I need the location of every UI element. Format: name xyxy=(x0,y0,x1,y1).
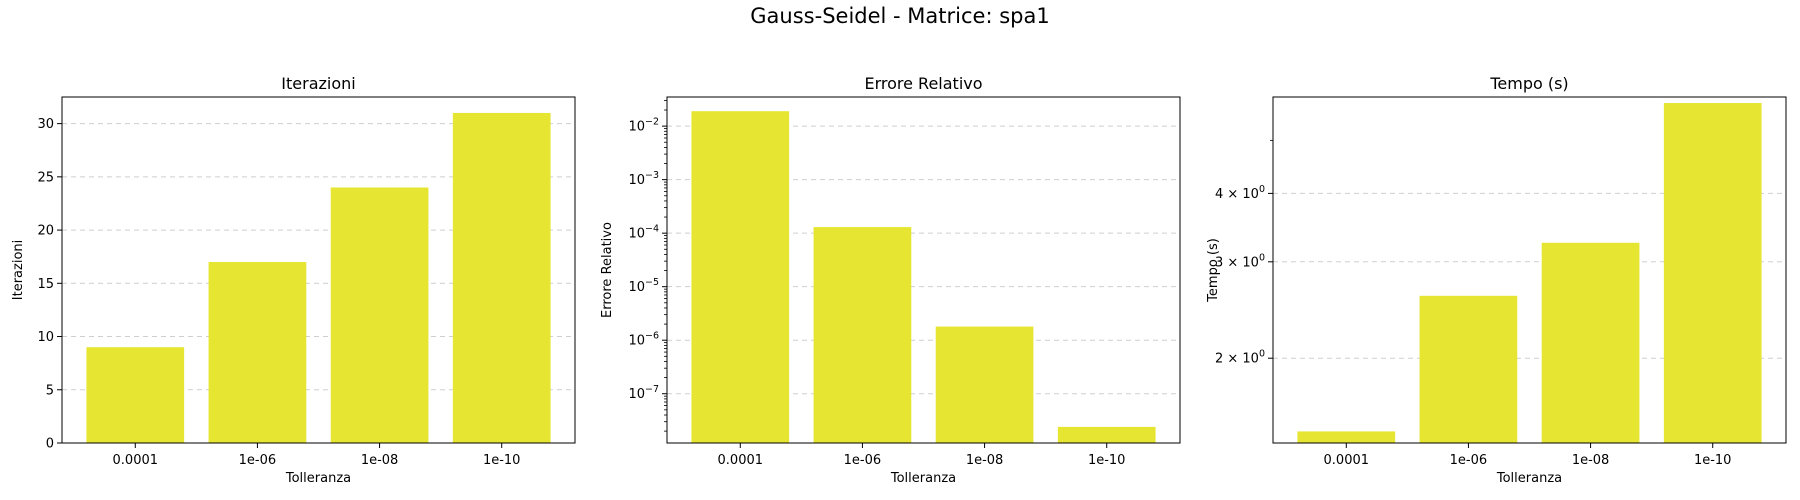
x-tick-label: 1e-08 xyxy=(966,453,1004,468)
y-axis-label: Iterazioni xyxy=(11,240,26,300)
figure-title: Gauss-Seidel - Matrice: spa1 xyxy=(750,4,1050,28)
y-tick-label: 10−4 xyxy=(628,224,659,242)
axes-frame xyxy=(666,96,1181,444)
y-tick-label: 4 × 100 xyxy=(1215,184,1265,202)
bar-1e-06 xyxy=(208,262,307,443)
x-tick-label: 1e-08 xyxy=(1572,453,1610,468)
subplot-title: Iterazioni xyxy=(281,74,355,93)
bar-1e-06 xyxy=(813,227,912,443)
y-tick-label: 10−2 xyxy=(628,117,659,135)
bar-1e-10 xyxy=(1663,103,1762,443)
x-tick-label: 1e-08 xyxy=(361,453,399,468)
x-tick-label: 0.0001 xyxy=(718,453,764,468)
y-tick-label: 10−6 xyxy=(628,331,659,349)
bar-0.0001 xyxy=(691,111,790,444)
axes-frame xyxy=(1272,96,1787,444)
bar-0.0001 xyxy=(86,347,185,443)
y-tick-label: 15 xyxy=(37,277,54,292)
x-axis-label: Tolleranza xyxy=(1496,471,1562,486)
x-tick-label: 1e-10 xyxy=(1694,453,1732,468)
bar-1e-08 xyxy=(330,187,429,443)
x-tick-label: 0.0001 xyxy=(113,453,159,468)
subplot-2: 10−7 10−6 10−5 10−4 10−3 10−2 0.0001 1e-06 1e-08… xyxy=(600,74,1181,486)
x-axis-label: Tolleranza xyxy=(890,471,956,486)
bar-1e-08 xyxy=(1541,242,1640,443)
y-tick-label: 30 xyxy=(37,117,54,132)
y-tick-label: 10−7 xyxy=(628,384,659,402)
x-tick-label: 1e-06 xyxy=(239,453,277,468)
x-tick-label: 1e-06 xyxy=(1450,453,1488,468)
subplot-title: Errore Relativo xyxy=(864,74,982,93)
axes-frame xyxy=(61,96,576,444)
y-tick-label: 10−3 xyxy=(628,170,659,188)
bar-1e-06 xyxy=(1419,295,1518,443)
y-tick-label: 10−5 xyxy=(628,277,659,295)
y-tick-label: 0 xyxy=(46,437,54,452)
y-tick-label: 2 × 100 xyxy=(1215,349,1265,367)
bar-1e-08 xyxy=(935,326,1034,443)
bar-0.0001 xyxy=(1297,431,1396,443)
x-axis-label: Tolleranza xyxy=(285,471,351,486)
y-axis-label: Tempo (s) xyxy=(1206,238,1221,303)
y-tick-label: 10 xyxy=(37,330,54,345)
y-tick-label: 5 xyxy=(46,383,54,398)
y-tick-label: 25 xyxy=(37,170,54,185)
x-tick-label: 1e-06 xyxy=(844,453,882,468)
bar-1e-10 xyxy=(452,112,551,443)
subplot-3: 2 × 100 3 × 100 4 × 100 0.0001 1e-06 1e-08 1e-… xyxy=(1206,74,1787,486)
y-axis-label: Errore Relativo xyxy=(600,222,615,318)
bar-1e-10 xyxy=(1057,426,1156,443)
y-tick-label: 20 xyxy=(37,224,54,239)
x-tick-label: 1e-10 xyxy=(1088,453,1126,468)
subplot-title: Tempo (s) xyxy=(1489,74,1568,93)
x-tick-label: 1e-10 xyxy=(483,453,521,468)
x-tick-label: 0.0001 xyxy=(1324,453,1370,468)
subplot-1: 0 5 10 15 20 25 30 0.0001 1e-06 1e-08 1e-10 Iterazi… xyxy=(11,74,576,486)
y-tick-label: 3 × 100 xyxy=(1215,252,1265,270)
